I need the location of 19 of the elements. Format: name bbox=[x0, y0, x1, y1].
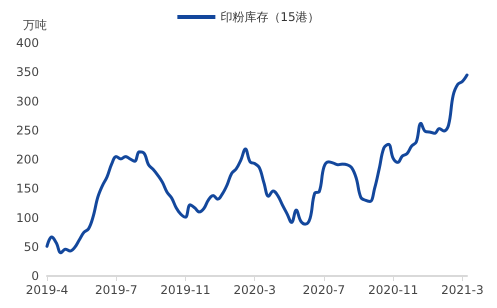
x-tick-label: 2020-3 bbox=[233, 283, 276, 297]
y-tick-label: 100 bbox=[16, 210, 39, 225]
x-tick-label: 2019-11 bbox=[160, 283, 211, 297]
y-tick-label: 400 bbox=[16, 36, 39, 50]
y-tick-label: 50 bbox=[24, 240, 39, 254]
x-tick-label: 2020-11 bbox=[368, 283, 418, 297]
legend-label: 印粉库存（15港） bbox=[220, 10, 320, 24]
y-axis-title: 万吨 bbox=[23, 18, 47, 32]
y-tick-label: 250 bbox=[16, 123, 39, 138]
x-tick-label: 2020-7 bbox=[302, 283, 346, 297]
y-tick-label: 150 bbox=[16, 182, 39, 196]
y-tick-label: 0 bbox=[31, 269, 39, 283]
line-series bbox=[46, 74, 468, 254]
x-tick-label: 2021-3 bbox=[441, 283, 484, 297]
y-tick-label: 350 bbox=[16, 65, 39, 80]
x-tick-label: 2019-7 bbox=[94, 283, 138, 297]
y-tick-label: 300 bbox=[16, 94, 39, 108]
x-tick-label: 2019-4 bbox=[26, 283, 68, 297]
y-tick-label: 200 bbox=[16, 152, 39, 166]
